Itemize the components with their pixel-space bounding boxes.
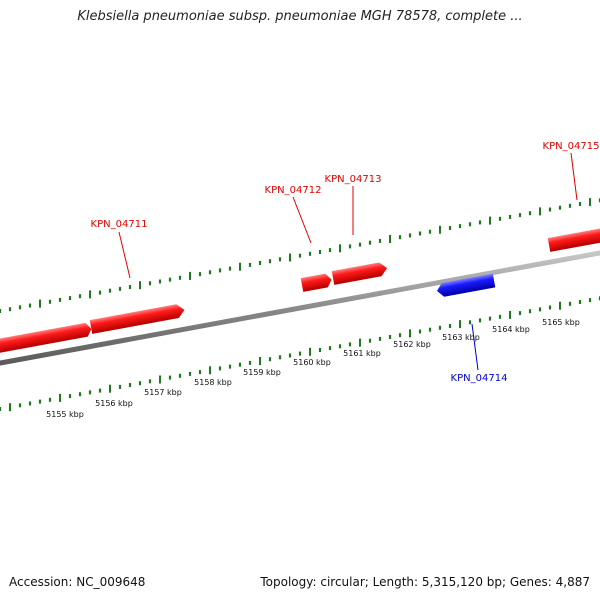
gene-arrow-KPN_04713[interactable]	[331, 261, 389, 285]
ruler-label: 5156 kbp	[95, 399, 133, 408]
ruler-label: 5157 kbp	[144, 388, 182, 397]
upper-tick-track	[0, 198, 600, 313]
callout-line-KPN_04712	[292, 196, 312, 244]
accession-label: Accession: NC_009648	[9, 575, 146, 589]
callout-line-KPN_04714	[471, 323, 479, 371]
gene-arrow-forward[interactable]	[0, 322, 93, 353]
gene-label-KPN_04712[interactable]: KPN_04712	[265, 185, 322, 196]
ruler-label: 5160 kbp	[293, 358, 331, 367]
ruler-label: 5159 kbp	[243, 368, 281, 377]
ruler-label: 5155 kbp	[46, 410, 84, 419]
ruler-label: 5163 kbp	[442, 333, 480, 342]
callout-line-KPN_04715	[570, 152, 578, 201]
ruler-label: 5162 kbp	[393, 340, 431, 349]
ruler-label: 5161 kbp	[343, 349, 381, 358]
gene-arrow-KPN_04714[interactable]	[436, 273, 496, 298]
ruler-label: 5164 kbp	[492, 325, 530, 334]
ruler-label: 5165 kbp	[542, 318, 580, 327]
genome-backbone	[0, 250, 600, 366]
callout-line-KPN_04711	[118, 231, 131, 279]
gene-label-KPN_04711[interactable]: KPN_04711	[91, 219, 148, 230]
gene-label-KPN_04715[interactable]: KPN_04715	[543, 141, 600, 152]
gene-label-KPN_04714[interactable]: KPN_04714	[451, 373, 508, 384]
gene-arrow-KPN_04712[interactable]	[300, 273, 333, 292]
gene-arrow-KPN_04711[interactable]	[89, 303, 186, 334]
topology-label: Topology: circular; Length: 5,315,120 bp…	[260, 575, 590, 589]
gene-arrow-KPN_04715[interactable]	[547, 227, 600, 252]
gene-label-KPN_04713[interactable]: KPN_04713	[325, 174, 382, 185]
ruler-label: 5158 kbp	[194, 378, 232, 387]
lower-tick-track	[0, 296, 600, 412]
map-title: Klebsiella pneumoniae subsp. pneumoniae …	[77, 9, 523, 24]
